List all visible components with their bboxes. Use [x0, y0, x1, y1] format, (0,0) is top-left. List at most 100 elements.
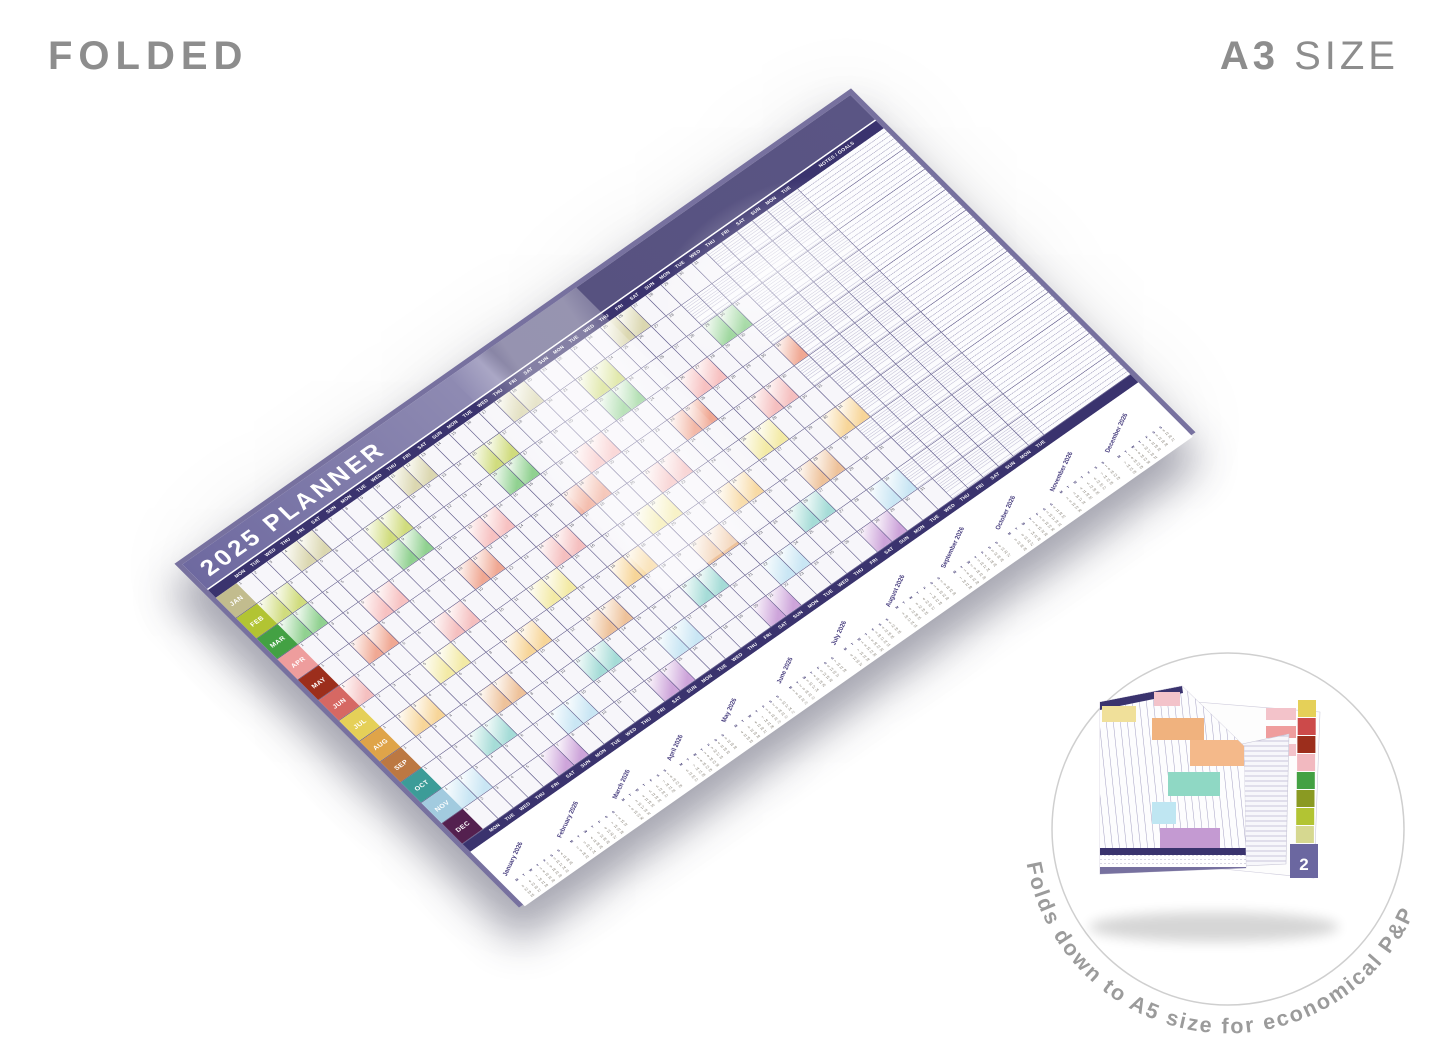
day-number: 20 — [526, 377, 534, 384]
day-number: 13 — [482, 513, 489, 520]
day-number: 16 — [650, 604, 658, 611]
day-number: 7 — [329, 517, 335, 522]
day-number: 2 — [418, 735, 424, 740]
day-number: 27 — [838, 508, 846, 514]
day-number: 23 — [736, 509, 744, 516]
day-number: 23 — [695, 468, 703, 475]
day-number: 17 — [686, 614, 694, 621]
day-number: 6 — [478, 692, 484, 697]
day-number: 13 — [461, 493, 469, 499]
day-number: 4 — [407, 672, 413, 678]
day-number: 9 — [380, 516, 386, 522]
day-number: 25 — [643, 365, 651, 372]
day-number: 10 — [539, 648, 547, 655]
day-number: 7 — [432, 620, 438, 625]
day-number: 31 — [816, 383, 824, 390]
day-number: 17 — [583, 512, 591, 518]
day-number: 21 — [767, 592, 775, 599]
day-number: 21 — [582, 407, 590, 414]
day-number: 24 — [751, 499, 759, 505]
day-number: 19 — [675, 552, 683, 559]
day-number: 5 — [299, 538, 304, 544]
day-number: 28 — [791, 436, 799, 442]
day-number: 12 — [405, 462, 413, 469]
day-number: 24 — [710, 458, 718, 464]
mini-calendar-grid: M T W T F S S 1 2 3 4 5 6 7 8 9 10 11 12 13 14 15 16 17 18 19 20 21… — [512, 847, 579, 900]
day-number: 20 — [670, 521, 678, 528]
day-number: 27 — [797, 467, 805, 473]
day-number: 30 — [760, 353, 768, 359]
day-number: 18 — [557, 460, 565, 467]
day-number: 11 — [451, 535, 459, 541]
day-number: 5 — [463, 703, 469, 708]
day-number: 28 — [853, 497, 861, 504]
day-number: 11 — [616, 699, 623, 706]
day-number: 9 — [503, 639, 509, 645]
day-number: 19 — [511, 388, 519, 394]
day-number: 26 — [617, 313, 625, 320]
day-number: 29 — [868, 486, 876, 493]
day-number: 16 — [568, 522, 576, 529]
day-number: 19 — [634, 511, 642, 518]
inset-month-tab — [1297, 754, 1316, 771]
day-number: 4 — [324, 590, 330, 595]
day-number: 9 — [483, 619, 489, 624]
day-number: 28 — [647, 292, 655, 299]
day-number: 23 — [592, 366, 600, 372]
day-number: 25 — [602, 324, 610, 331]
day-number: 4 — [448, 713, 454, 719]
day-number: 1 — [320, 663, 326, 668]
mini-calendar-grid: M T W T F S S 1 2 3 4 5 6 7 8 9 10 11 12 13 14 15 16 17 18 19 20 21… — [1114, 423, 1181, 476]
day-number: 25 — [746, 467, 754, 474]
day-number: 12 — [487, 544, 495, 551]
day-number: 3 — [330, 621, 336, 627]
day-number: 13 — [420, 452, 428, 458]
day-number: 25 — [725, 447, 733, 454]
day-number: 19 — [573, 449, 580, 456]
day-number: 23 — [716, 489, 723, 496]
day-number: 16 — [506, 461, 514, 467]
day-number: 25 — [787, 509, 795, 515]
day-number: 23 — [572, 345, 579, 352]
day-number: 9 — [441, 578, 447, 583]
day-number: 21 — [726, 551, 734, 558]
day-number: 8 — [488, 650, 494, 655]
day-number: 18 — [640, 542, 648, 549]
day-number: 26 — [843, 539, 851, 546]
day-number: 29 — [704, 322, 712, 329]
day-number: 27 — [673, 344, 681, 350]
day-number: 18 — [578, 481, 586, 487]
day-number: 7 — [452, 640, 458, 646]
day-number: 29 — [889, 507, 897, 514]
day-number: 16 — [671, 625, 679, 632]
mini-calendar-grid: M T W T F S S 1 2 3 4 5 6 7 8 9 10 11 12 13 14 15 16 17 18 19 20 21… — [950, 539, 1017, 592]
day-number: 20 — [547, 398, 554, 404]
day-number: 29 — [765, 384, 773, 391]
day-number: 7 — [555, 743, 561, 748]
day-number: 2 — [274, 591, 280, 596]
day-number: 31 — [837, 404, 845, 410]
day-number: 7 — [349, 537, 355, 543]
day-number: 3 — [371, 662, 377, 668]
day-number: 30 — [822, 414, 830, 421]
day-number: 5 — [442, 682, 448, 687]
day-number: 9 — [565, 701, 571, 706]
day-number: 27 — [858, 528, 866, 535]
day-number: 12 — [610, 668, 618, 674]
day-number: 2 — [438, 755, 444, 760]
day-number: 3 — [412, 703, 418, 709]
day-number: 15 — [594, 574, 602, 581]
day-number: 5 — [319, 559, 325, 564]
day-number: 8 — [344, 506, 350, 512]
day-number: 9 — [462, 598, 468, 604]
day-number: 22 — [618, 417, 626, 424]
day-number: 19 — [696, 573, 704, 579]
day-number: 6 — [458, 671, 464, 677]
day-number: 12 — [528, 586, 536, 592]
day-number: 8 — [447, 609, 453, 614]
mini-calendar-grid: M T W T F S S 1 2 3 4 5 6 7 8 9 10 11 12 13 14 15 16 17 18 19 20 21… — [840, 616, 907, 669]
mini-calendar-title: December 2026 — [1102, 412, 1129, 454]
day-number: 12 — [590, 647, 598, 654]
day-number: 21 — [747, 572, 755, 578]
day-number: 13 — [502, 534, 510, 541]
